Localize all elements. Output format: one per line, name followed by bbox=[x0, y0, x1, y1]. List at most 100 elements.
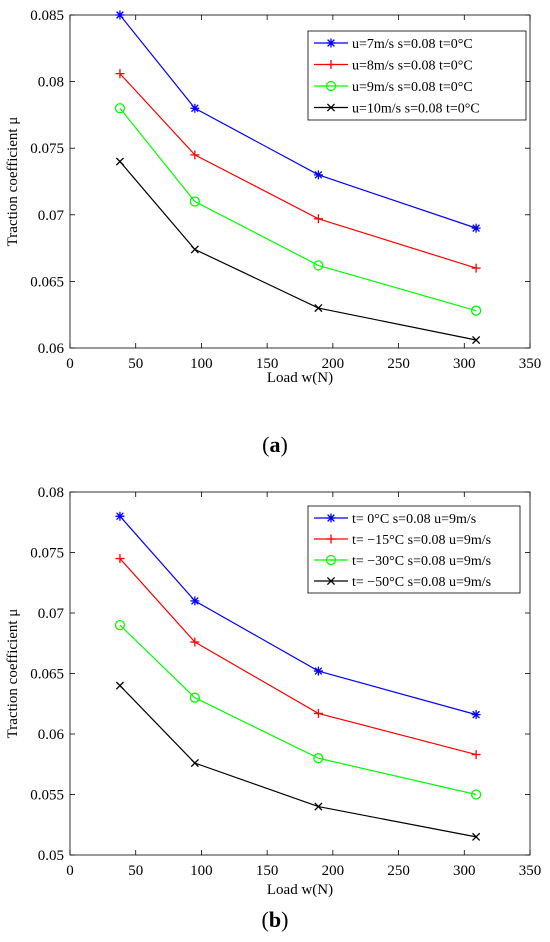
legend-item: t= −15°C s=0.08 u=9m/s bbox=[314, 533, 491, 548]
data-point bbox=[115, 511, 125, 521]
x-tick-label: 50 bbox=[128, 356, 143, 372]
data-point bbox=[470, 789, 482, 800]
data-point bbox=[115, 554, 125, 564]
data-point bbox=[471, 223, 481, 233]
chart-panel-a: 0 50 100 150 200 250 300 350 0.06 0.065 0.07 0.075 0… bbox=[5, 8, 541, 457]
legend-marker bbox=[325, 80, 337, 92]
legend-marker bbox=[325, 554, 337, 566]
legend-box bbox=[307, 30, 527, 121]
x-tick-label: 100 bbox=[190, 863, 213, 879]
legend-item: u=9m/s s=0.08 t=0°C bbox=[314, 80, 473, 95]
series-line bbox=[119, 624, 477, 796]
x-tick-label: 200 bbox=[322, 356, 345, 372]
legend-marker bbox=[326, 534, 336, 544]
data-point bbox=[471, 750, 481, 760]
data-point bbox=[190, 596, 200, 606]
legend-marker bbox=[326, 38, 336, 48]
data-point bbox=[313, 708, 323, 718]
y-tick-label: 0.075 bbox=[30, 546, 64, 562]
legend-item: t= 0°C s=0.08 u=9m/s bbox=[314, 512, 476, 527]
series-line bbox=[119, 558, 477, 756]
data-point bbox=[190, 150, 200, 160]
data-point bbox=[314, 303, 323, 313]
y-tick-label: 0.085 bbox=[30, 8, 64, 24]
data-point bbox=[115, 10, 125, 20]
data-point bbox=[472, 335, 481, 345]
y-tick-label: 0.06 bbox=[38, 341, 65, 357]
legend-label: u=7m/s s=0.08 t=0°C bbox=[352, 37, 473, 52]
x-tick-label: 300 bbox=[453, 356, 476, 372]
legend-marker bbox=[326, 60, 336, 69]
series-1 bbox=[115, 554, 481, 760]
x-tick-label: 350 bbox=[519, 356, 542, 372]
series-3 bbox=[115, 157, 481, 345]
x-tick-label: 150 bbox=[256, 356, 279, 372]
data-point bbox=[313, 170, 323, 180]
panel-label: (a) bbox=[262, 432, 288, 457]
data-point bbox=[189, 692, 201, 703]
legend-label: u=9m/s s=0.08 t=0°C bbox=[352, 80, 473, 95]
legend-label: t= −15°C s=0.08 u=9m/s bbox=[352, 533, 491, 548]
y-tick-label: 0.065 bbox=[30, 667, 64, 683]
legend-label: t= −30°C s=0.08 u=9m/s bbox=[352, 554, 491, 569]
y-tick-label: 0.08 bbox=[38, 75, 64, 91]
y-tick-label: 0.05 bbox=[38, 848, 64, 864]
data-point bbox=[470, 305, 482, 316]
x-tick-label: 0 bbox=[66, 863, 74, 879]
series-1 bbox=[115, 69, 481, 273]
series-line bbox=[119, 515, 477, 716]
y-tick-label: 0.07 bbox=[38, 208, 65, 224]
data-point bbox=[471, 263, 481, 273]
y-tick-label: 0.055 bbox=[30, 788, 64, 804]
panel-label-part: ) bbox=[281, 907, 288, 932]
x-tick-label: 150 bbox=[256, 863, 279, 879]
legend-marker bbox=[326, 513, 336, 523]
data-point bbox=[114, 103, 126, 114]
data-point bbox=[115, 69, 125, 79]
x-tick-label: 0 bbox=[66, 356, 74, 372]
legend-item: t= −30°C s=0.08 u=9m/s bbox=[314, 554, 491, 569]
y-tick-label: 0.06 bbox=[38, 727, 65, 743]
data-point bbox=[115, 157, 125, 166]
legend-item: u=10m/s s=0.08 t=0°C bbox=[314, 102, 480, 117]
legend: u=7m/s s=0.08 t=0°C u=8m/s s=0.08 t=0°C u=… bbox=[307, 30, 527, 121]
x-tick-label: 300 bbox=[453, 863, 476, 879]
data-point bbox=[314, 802, 323, 811]
y-tick-label: 0.075 bbox=[30, 141, 64, 157]
data-point bbox=[189, 196, 201, 207]
data-point bbox=[115, 681, 125, 690]
data-point bbox=[313, 753, 324, 764]
y-tick-label: 0.08 bbox=[38, 485, 64, 501]
legend-marker bbox=[326, 576, 336, 586]
series-0 bbox=[115, 10, 481, 233]
legend-label: t= 0°C s=0.08 u=9m/s bbox=[352, 512, 476, 527]
x-tick-label: 250 bbox=[387, 863, 410, 879]
series-2 bbox=[114, 103, 482, 316]
legend: t= 0°C s=0.08 u=9m/s t= −15°C s=0.08 u=9m… bbox=[307, 505, 521, 594]
series-3 bbox=[115, 681, 481, 841]
x-axis-label: Load w(N) bbox=[267, 882, 333, 898]
y-tick-label: 0.065 bbox=[30, 274, 64, 290]
series-line bbox=[119, 161, 477, 341]
data-point bbox=[313, 214, 323, 224]
x-tick-label: 250 bbox=[387, 356, 410, 372]
panel-label-part: b bbox=[269, 907, 281, 932]
data-point bbox=[313, 666, 323, 676]
series-line bbox=[119, 73, 477, 269]
data-point bbox=[190, 758, 199, 768]
panel-label: (b) bbox=[262, 907, 289, 932]
series-line bbox=[119, 14, 477, 229]
y-axis-label: Traction coefficient μ bbox=[5, 609, 21, 739]
legend-marker bbox=[326, 103, 336, 112]
y-axis-label: Traction coefficient μ bbox=[5, 117, 21, 247]
series-0 bbox=[115, 511, 481, 720]
data-point bbox=[190, 245, 199, 254]
x-tick-label: 50 bbox=[128, 863, 143, 879]
y-tick-label: 0.07 bbox=[38, 606, 65, 622]
chart-panel-b: 0 50 100 150 200 250 300 350 0.05 0.055 0.06 0.065 0… bbox=[5, 485, 541, 932]
panel-label-part: a bbox=[270, 432, 281, 457]
x-tick-label: 100 bbox=[190, 356, 213, 372]
panel-label-part: ( bbox=[262, 907, 269, 932]
data-point bbox=[190, 637, 200, 647]
